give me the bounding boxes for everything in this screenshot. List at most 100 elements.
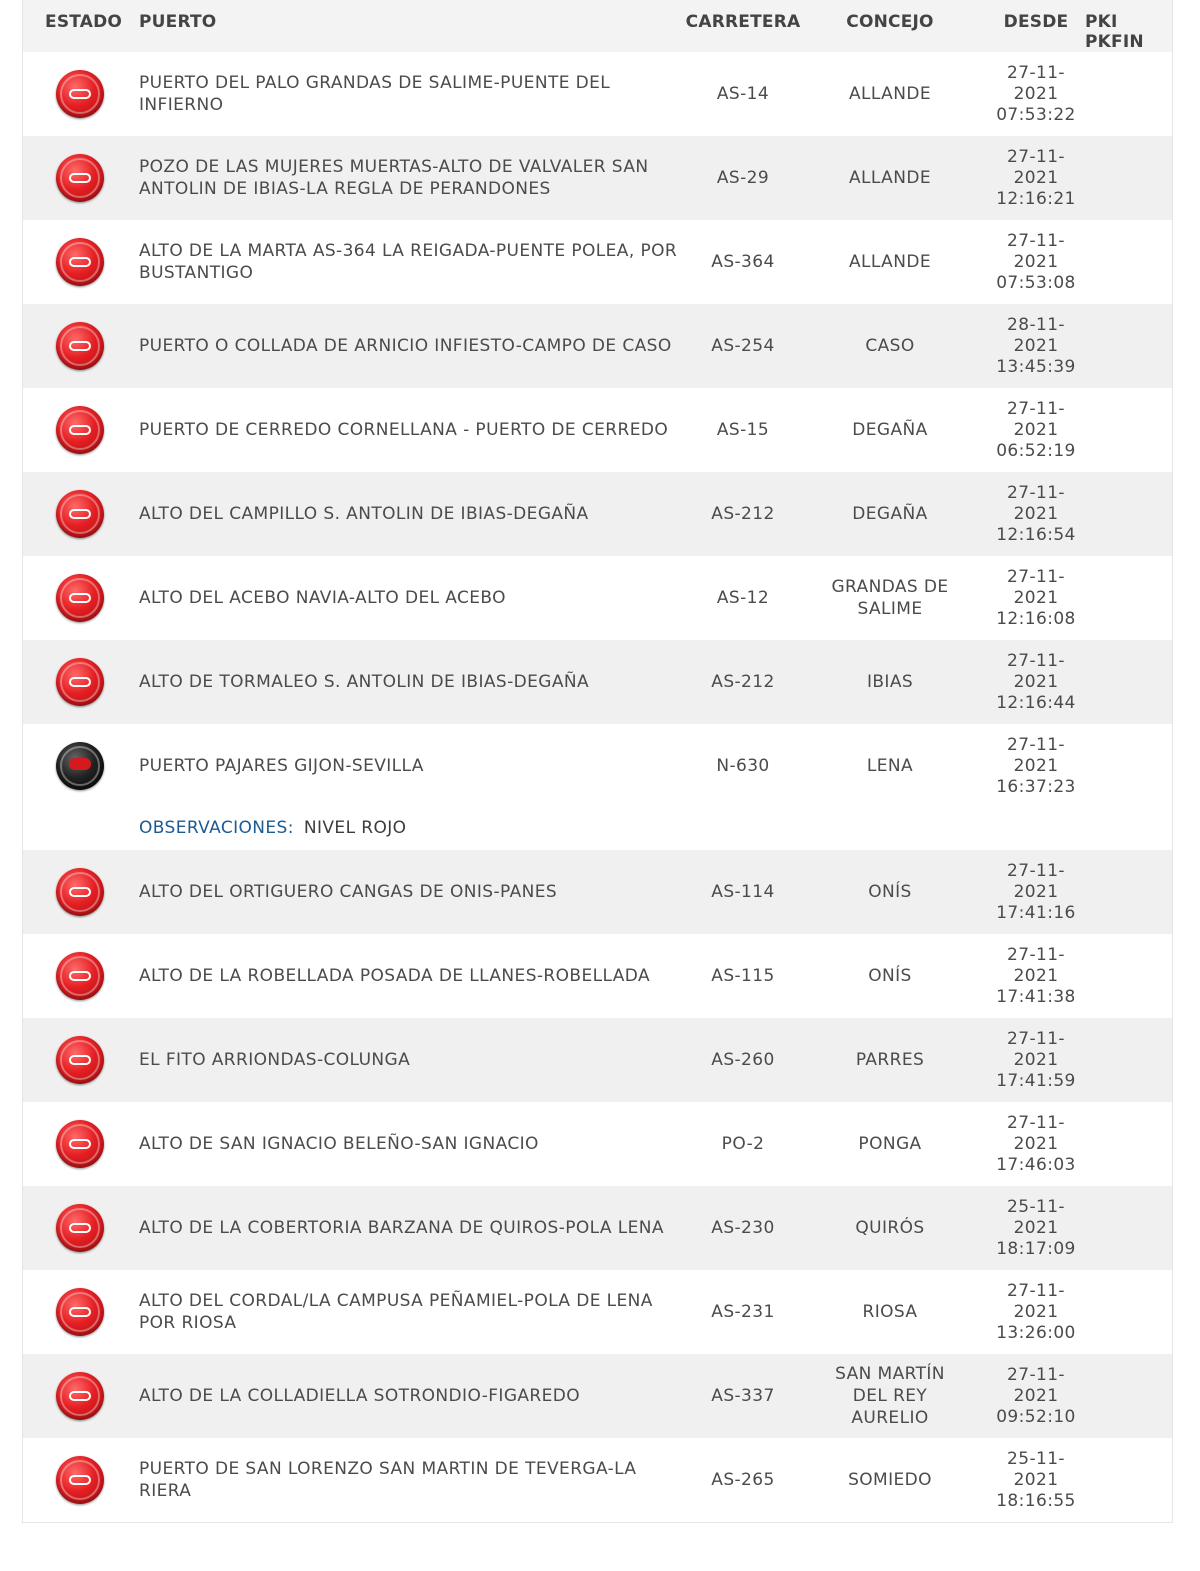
desde-datetime: 27-11- 2021 16:37:23 bbox=[996, 735, 1076, 798]
desde-year: 2021 bbox=[1013, 587, 1059, 608]
table-row: ALTO DE TORMALEO S. ANTOLIN DE IBIAS-DEG… bbox=[23, 640, 1172, 724]
cell-puerto[interactable]: ALTO DEL CAMPILLO S. ANTOLIN DE IBIAS-DE… bbox=[139, 504, 589, 524]
desde-datetime: 25-11- 2021 18:16:55 bbox=[996, 1449, 1076, 1512]
desde-time: 13:26:00 bbox=[996, 1322, 1076, 1343]
cell-concejo: ALLANDE bbox=[849, 84, 931, 104]
cell-carretera: AS-29 bbox=[716, 168, 770, 188]
cell-puerto[interactable]: ALTO DEL ORTIGUERO CANGAS DE ONIS-PANES bbox=[139, 882, 558, 902]
table-row: PUERTO PAJARES GIJON-SEVILLA N-630 LENA 27-… bbox=[23, 724, 1172, 850]
desde-year: 2021 bbox=[1013, 1049, 1059, 1070]
column-header-desde[interactable]: DESDE bbox=[1003, 12, 1069, 32]
cell-concejo: GRANDAS DE SALIME bbox=[831, 577, 949, 619]
closed-red-icon bbox=[56, 70, 104, 118]
desde-datetime: 27-11- 2021 07:53:22 bbox=[996, 63, 1076, 126]
column-header-carretera[interactable]: CARRETERA bbox=[685, 12, 801, 32]
closed-red-icon bbox=[56, 238, 104, 286]
cell-concejo: ONÍS bbox=[868, 966, 912, 986]
cell-puerto[interactable]: ALTO DE LA ROBELLADA POSADA DE LLANES-RO… bbox=[139, 966, 650, 986]
desde-year: 2021 bbox=[1013, 1133, 1059, 1154]
cell-carretera: AS-260 bbox=[711, 1050, 775, 1070]
desde-datetime: 27-11- 2021 13:26:00 bbox=[996, 1281, 1076, 1344]
column-header-estado[interactable]: ESTADO bbox=[45, 12, 123, 32]
desde-date: 27-11- bbox=[1007, 62, 1065, 83]
closed-red-icon bbox=[56, 1372, 104, 1420]
desde-time: 12:16:21 bbox=[996, 188, 1076, 209]
desde-datetime: 27-11- 2021 12:16:44 bbox=[996, 651, 1076, 714]
cell-puerto[interactable]: PUERTO DEL PALO GRANDAS DE SALIME-PUENTE… bbox=[139, 73, 611, 115]
desde-datetime: 25-11- 2021 18:17:09 bbox=[996, 1197, 1076, 1260]
column-header-concejo[interactable]: CONCEJO bbox=[846, 12, 934, 32]
cell-puerto[interactable]: ALTO DE SAN IGNACIO BELEÑO-SAN IGNACIO bbox=[139, 1134, 539, 1154]
cell-puerto[interactable]: ALTO DEL CORDAL/LA CAMPUSA PEÑAMIEL-POLA… bbox=[139, 1291, 653, 1333]
table-row: ALTO DE LA MARTA AS-364 LA REIGADA-PUENT… bbox=[23, 220, 1172, 304]
table-row: ALTO DEL CAMPILLO S. ANTOLIN DE IBIAS-DE… bbox=[23, 472, 1172, 556]
table-row: ALTO DEL ACEBO NAVIA-ALTO DEL ACEBO AS-12… bbox=[23, 556, 1172, 640]
cell-carretera: AS-114 bbox=[711, 882, 775, 902]
table-row: POZO DE LAS MUJERES MUERTAS-ALTO DE VALV… bbox=[23, 136, 1172, 220]
cell-puerto[interactable]: POZO DE LAS MUJERES MUERTAS-ALTO DE VALV… bbox=[139, 157, 649, 199]
cell-desde: 28-11- 2021 13:45:39 bbox=[991, 304, 1081, 388]
cell-carretera: N-630 bbox=[716, 756, 770, 776]
desde-date: 27-11- bbox=[1007, 398, 1065, 419]
closed-red-icon bbox=[56, 322, 104, 370]
cell-carretera: AS-212 bbox=[711, 672, 775, 692]
cell-carretera: AS-254 bbox=[711, 336, 775, 356]
desde-time: 17:46:03 bbox=[996, 1154, 1076, 1175]
cell-puerto[interactable]: ALTO DE LA COLLADIELLA SOTRONDIO-FIGARED… bbox=[139, 1386, 581, 1406]
table-header: ESTADO PUERTO CARRETERA CONCEJO DESDE PK… bbox=[23, 0, 1172, 52]
desde-datetime: 27-11- 2021 17:41:38 bbox=[996, 945, 1076, 1008]
desde-year: 2021 bbox=[1013, 671, 1059, 692]
closed-red-icon bbox=[56, 658, 104, 706]
desde-year: 2021 bbox=[1013, 1217, 1059, 1238]
desde-time: 07:53:22 bbox=[996, 104, 1076, 125]
closed-red-icon bbox=[56, 406, 104, 454]
table-row: PUERTO O COLLADA DE ARNICIO INFIESTO-CAM… bbox=[23, 304, 1172, 388]
cell-carretera: AS-12 bbox=[716, 588, 770, 608]
table-row: ALTO DE LA COLLADIELLA SOTRONDIO-FIGARED… bbox=[23, 1354, 1172, 1438]
cell-desde: 27-11- 2021 16:37:23 bbox=[991, 724, 1081, 808]
desde-datetime: 27-11- 2021 12:16:54 bbox=[996, 483, 1076, 546]
closed-red-icon bbox=[56, 1036, 104, 1084]
cell-carretera: AS-265 bbox=[711, 1470, 775, 1490]
desde-date: 27-11- bbox=[1007, 482, 1065, 503]
cell-desde: 27-11- 2021 12:16:44 bbox=[991, 640, 1081, 724]
desde-date: 27-11- bbox=[1007, 1364, 1065, 1385]
black-status-icon bbox=[56, 742, 104, 790]
cell-concejo: CASO bbox=[865, 336, 915, 356]
desde-datetime: 28-11- 2021 13:45:39 bbox=[996, 315, 1076, 378]
cell-puerto[interactable]: EL FITO ARRIONDAS-COLUNGA bbox=[139, 1050, 411, 1070]
cell-puerto[interactable]: ALTO DE TORMALEO S. ANTOLIN DE IBIAS-DEG… bbox=[139, 672, 590, 692]
cell-puerto[interactable]: PUERTO DE SAN LORENZO SAN MARTIN DE TEVE… bbox=[139, 1459, 637, 1501]
cell-desde: 27-11- 2021 09:52:10 bbox=[991, 1354, 1081, 1438]
desde-date: 27-11- bbox=[1007, 860, 1065, 881]
desde-date: 27-11- bbox=[1007, 734, 1065, 755]
desde-date: 27-11- bbox=[1007, 650, 1065, 671]
column-header-puerto[interactable]: PUERTO bbox=[139, 12, 217, 32]
cell-puerto[interactable]: PUERTO O COLLADA DE ARNICIO INFIESTO-CAM… bbox=[139, 336, 672, 356]
table-row: PUERTO DE SAN LORENZO SAN MARTIN DE TEVE… bbox=[23, 1438, 1172, 1522]
cell-desde: 27-11- 2021 12:16:54 bbox=[991, 472, 1081, 556]
closed-red-icon bbox=[56, 1456, 104, 1504]
column-header-pki-pkfin[interactable]: PKI PKFIN bbox=[1085, 12, 1144, 52]
desde-date: 25-11- bbox=[1007, 1196, 1065, 1217]
table-row: ALTO DEL ORTIGUERO CANGAS DE ONIS-PANES A… bbox=[23, 850, 1172, 934]
desde-year: 2021 bbox=[1013, 419, 1059, 440]
cell-concejo: PONGA bbox=[858, 1134, 922, 1154]
desde-time: 06:52:19 bbox=[996, 440, 1076, 461]
cell-puerto[interactable]: ALTO DE LA MARTA AS-364 LA REIGADA-PUENT… bbox=[139, 241, 678, 283]
desde-datetime: 27-11- 2021 12:16:21 bbox=[996, 147, 1076, 210]
desde-year: 2021 bbox=[1013, 1301, 1059, 1322]
desde-time: 17:41:16 bbox=[996, 902, 1076, 923]
cell-puerto[interactable]: PUERTO DE CERREDO CORNELLANA - PUERTO DE… bbox=[139, 420, 669, 440]
cell-puerto[interactable]: ALTO DEL ACEBO NAVIA-ALTO DEL ACEBO bbox=[139, 588, 506, 608]
cell-concejo: DEGAÑA bbox=[852, 420, 928, 440]
cell-puerto[interactable]: ALTO DE LA COBERTORIA BARZANA DE QUIROS-… bbox=[139, 1218, 664, 1238]
desde-year: 2021 bbox=[1013, 1385, 1059, 1406]
desde-datetime: 27-11- 2021 06:52:19 bbox=[996, 399, 1076, 462]
desde-datetime: 27-11- 2021 09:52:10 bbox=[996, 1365, 1076, 1428]
closed-red-icon bbox=[56, 490, 104, 538]
cell-carretera: AS-212 bbox=[711, 504, 775, 524]
cell-puerto[interactable]: PUERTO PAJARES GIJON-SEVILLA bbox=[139, 756, 424, 776]
closed-red-icon bbox=[56, 1120, 104, 1168]
cell-carretera: PO-2 bbox=[721, 1134, 765, 1154]
